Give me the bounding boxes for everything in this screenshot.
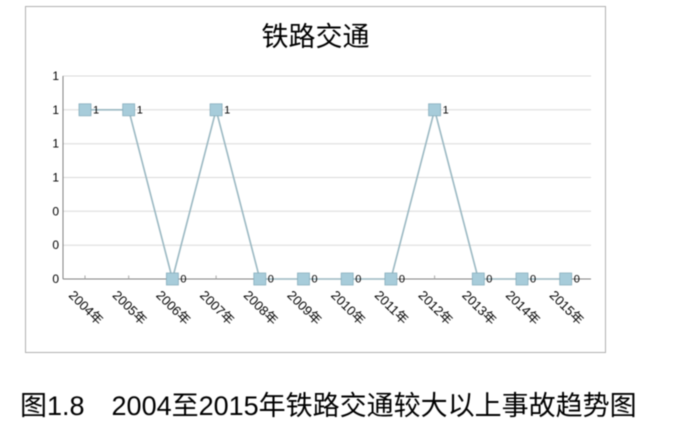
svg-text:0: 0 xyxy=(530,274,536,286)
svg-text:0: 0 xyxy=(312,274,318,286)
svg-text:2015年: 2015年 xyxy=(547,287,587,327)
svg-text:0: 0 xyxy=(574,274,580,286)
svg-text:2005年: 2005年 xyxy=(110,287,150,327)
svg-text:1: 1 xyxy=(52,171,59,185)
svg-text:0: 0 xyxy=(268,274,274,286)
svg-text:2008年: 2008年 xyxy=(241,287,281,327)
svg-text:1: 1 xyxy=(52,103,59,117)
svg-text:0: 0 xyxy=(52,272,59,286)
svg-text:2011年: 2011年 xyxy=(372,287,412,327)
svg-text:1: 1 xyxy=(224,105,230,117)
svg-text:0: 0 xyxy=(486,274,492,286)
svg-text:2006年: 2006年 xyxy=(153,287,193,327)
svg-text:0: 0 xyxy=(355,274,361,286)
svg-text:2009年: 2009年 xyxy=(284,287,324,327)
svg-text:0: 0 xyxy=(399,274,405,286)
svg-text:2004年: 2004年 xyxy=(66,287,106,327)
svg-text:1: 1 xyxy=(52,137,59,151)
svg-text:2014年: 2014年 xyxy=(503,287,543,327)
svg-text:0: 0 xyxy=(52,238,59,252)
svg-text:2013年: 2013年 xyxy=(459,287,499,327)
svg-text:2007年: 2007年 xyxy=(197,287,237,327)
svg-text:2012年: 2012年 xyxy=(416,287,456,327)
svg-text:1: 1 xyxy=(137,105,143,117)
svg-text:0: 0 xyxy=(52,204,59,218)
svg-text:1: 1 xyxy=(52,69,59,83)
svg-text:0: 0 xyxy=(180,274,186,286)
svg-text:1: 1 xyxy=(443,105,449,117)
svg-text:1: 1 xyxy=(93,105,99,117)
svg-text:2010年: 2010年 xyxy=(328,287,368,327)
